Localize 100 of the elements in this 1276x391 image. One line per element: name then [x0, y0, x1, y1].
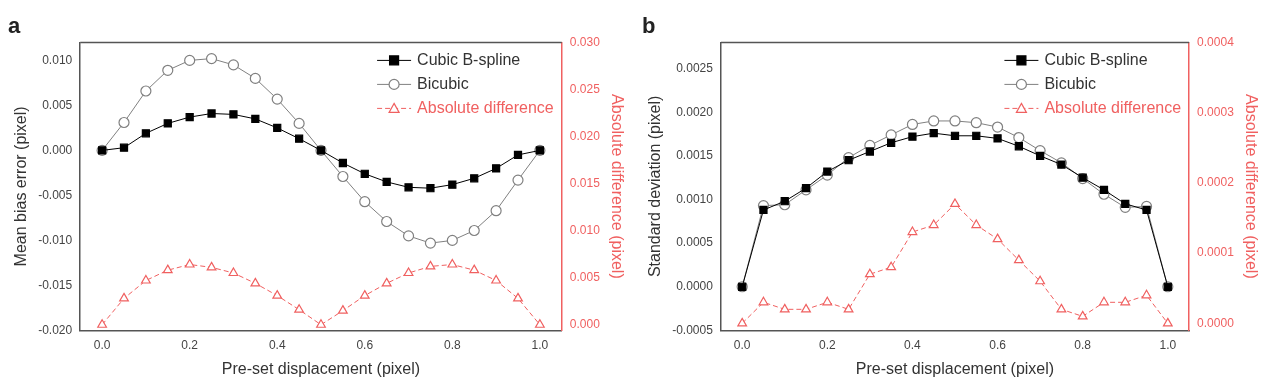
- point: [448, 180, 457, 189]
- y-tick-label: -0.0005: [672, 322, 714, 337]
- x-tick-label: 1.0: [1159, 337, 1177, 352]
- point: [512, 174, 524, 186]
- x-tick-label: 0.6: [989, 337, 1007, 352]
- y-tick-label: -0.010: [38, 232, 73, 247]
- point: [737, 317, 748, 327]
- point: [359, 289, 370, 299]
- y-tick-label: 0.0015: [676, 148, 714, 163]
- point: [534, 319, 545, 328]
- x-axis-title: Pre-set displacement (pixel): [221, 359, 421, 377]
- point: [141, 129, 151, 138]
- y2-tick-label: 0.010: [569, 222, 601, 237]
- point: [337, 170, 349, 183]
- point: [992, 233, 1003, 243]
- chart-title: a: [8, 13, 21, 39]
- point: [360, 169, 369, 178]
- y-tick-label: 0.000: [42, 142, 73, 157]
- y-tick-label: 0.0010: [676, 191, 714, 206]
- point: [1121, 199, 1130, 208]
- point: [491, 164, 501, 173]
- y2-tick-label: 0.005: [569, 270, 601, 285]
- point: [886, 261, 897, 271]
- point: [272, 289, 283, 299]
- point: [447, 258, 458, 268]
- x-tick-label: 0.2: [818, 337, 836, 352]
- point: [928, 115, 940, 127]
- point: [864, 268, 875, 278]
- legend-label: Cubic B-spline: [417, 50, 521, 68]
- point: [162, 64, 174, 76]
- point: [251, 114, 260, 124]
- point: [185, 112, 194, 122]
- y2-tick-label: 0.0003: [1197, 104, 1235, 119]
- point: [119, 292, 129, 302]
- x-tick-label: 0.0: [93, 337, 111, 352]
- x-tick-label: 0.8: [1074, 337, 1092, 352]
- point: [425, 260, 436, 270]
- point: [843, 303, 854, 313]
- legend-label: Absolute difference: [417, 98, 554, 116]
- point: [1013, 254, 1024, 264]
- point: [991, 121, 1004, 133]
- point: [184, 258, 195, 268]
- point: [908, 132, 917, 141]
- point: [780, 197, 789, 206]
- point: [162, 264, 173, 274]
- point: [273, 123, 282, 133]
- legend-label: Absolute difference: [1044, 98, 1182, 116]
- point: [229, 110, 238, 119]
- y2-axis-title: Absolute difference (pixel): [1242, 94, 1260, 279]
- legend-label: Cubic B-spline: [1044, 50, 1148, 68]
- point: [294, 304, 305, 313]
- y-tick-label: 0.0000: [676, 279, 714, 294]
- point: [949, 115, 961, 127]
- point: [227, 59, 240, 71]
- y2-tick-label: 0.015: [569, 175, 601, 190]
- point: [928, 219, 939, 229]
- point: [207, 109, 216, 118]
- point: [950, 198, 960, 208]
- point: [823, 167, 832, 176]
- point: [1035, 151, 1045, 160]
- y2-axis-title: Absolute difference (pixel): [608, 94, 626, 279]
- point: [801, 303, 811, 313]
- y-tick-label: 0.0020: [676, 104, 714, 119]
- point: [822, 296, 833, 306]
- point: [972, 131, 981, 140]
- y2-tick-label: 0.030: [569, 34, 601, 49]
- point: [293, 117, 305, 129]
- point: [205, 53, 218, 65]
- y-axis-title: Mean bias error (pixel): [12, 106, 30, 267]
- point: [1099, 296, 1109, 306]
- y-tick-label: -0.020: [38, 322, 73, 337]
- point: [359, 196, 371, 208]
- x-tick-label: 0.4: [268, 337, 286, 352]
- point: [470, 174, 479, 183]
- point: [140, 85, 152, 97]
- point: [865, 147, 875, 156]
- point: [1162, 317, 1173, 327]
- point: [970, 117, 982, 129]
- point: [118, 116, 130, 129]
- point: [950, 131, 960, 140]
- point: [424, 237, 437, 249]
- y-tick-label: 0.010: [42, 52, 73, 67]
- x-tick-label: 1.0: [531, 337, 549, 352]
- point: [228, 267, 239, 277]
- point: [971, 219, 982, 229]
- point: [381, 277, 392, 287]
- point: [294, 134, 304, 143]
- point: [887, 138, 896, 147]
- point: [1014, 142, 1023, 151]
- point: [403, 267, 414, 277]
- point: [271, 93, 283, 105]
- point: [382, 177, 391, 187]
- point: [163, 119, 172, 128]
- point: [426, 184, 435, 193]
- y-tick-label: 0.005: [42, 97, 73, 112]
- point: [402, 230, 415, 242]
- point: [206, 261, 217, 271]
- point: [513, 150, 523, 160]
- point: [779, 303, 790, 313]
- x-tick-label: 0.6: [356, 337, 374, 352]
